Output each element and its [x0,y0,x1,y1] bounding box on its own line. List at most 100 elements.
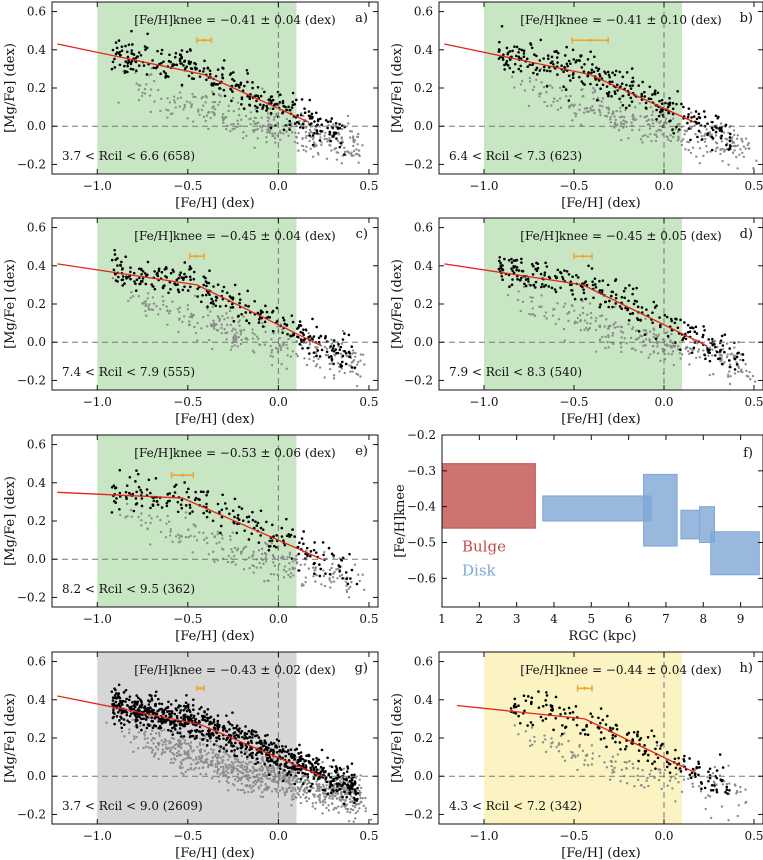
grey-point [637,336,641,339]
black-point [128,706,131,709]
black-point [183,60,186,63]
grey-point [149,732,153,736]
grey-point [349,811,352,814]
black-point [205,78,208,82]
black-point [138,282,141,286]
grey-point [625,125,628,128]
grey-point [317,153,320,156]
grey-point [689,151,693,155]
black-point [317,776,321,779]
grey-point [150,73,153,76]
black-point [244,747,248,751]
grey-point [230,123,233,126]
black-point [627,319,631,322]
grey-point [241,760,245,764]
black-point [599,303,602,306]
black-point [252,730,256,733]
x-tick-label: 0.5 [359,612,378,626]
grey-point [267,117,271,120]
grey-point [720,140,724,143]
grey-point [331,562,334,566]
grey-point [260,129,264,132]
grey-point [591,752,595,755]
black-point [248,736,251,739]
y-tick-label: 0.4 [414,43,433,57]
black-point [559,286,562,290]
black-point [256,311,260,315]
panel-label: e) [355,444,368,459]
grey-point [315,789,318,793]
grey-point [737,804,740,807]
black-point [713,345,717,349]
grey-point [344,580,347,583]
black-point [146,260,150,264]
grey-point [557,318,561,321]
black-point [605,92,609,95]
grey-point [314,144,317,148]
grey-point [726,373,730,376]
grey-point [355,372,358,376]
black-point [644,106,648,110]
grey-point [643,116,646,119]
grey-point [359,359,362,362]
grey-point [665,343,669,346]
grey-point [164,743,167,746]
black-point [265,104,268,108]
grey-point [201,755,204,758]
grey-point [154,732,158,735]
grey-point [308,343,312,346]
grey-point [265,785,268,788]
grey-point [233,333,237,337]
grey-point [667,138,670,141]
black-point [254,520,257,523]
grey-point [669,339,672,342]
black-point [690,326,694,329]
grey-point [133,737,136,741]
black-point [173,725,176,729]
grey-point [280,362,283,366]
black-point [129,61,133,64]
grey-point [203,737,207,740]
grey-point [604,318,608,321]
black-point [299,777,303,781]
grey-point [188,101,192,104]
grey-point [328,579,331,582]
grey-point [645,115,649,118]
grey-point [176,739,180,742]
grey-point [659,129,663,132]
black-point [215,736,218,740]
black-point [498,256,502,259]
grey-point [656,352,660,355]
grey-point [302,114,305,118]
grey-point [190,763,193,766]
black-point [332,135,335,138]
black-point [348,355,351,359]
black-point [658,110,662,114]
grey-point [236,776,239,779]
grey-point [177,750,180,753]
black-point [212,302,215,306]
grey-point [298,788,302,791]
black-point [131,68,135,71]
black-point [251,518,255,522]
black-point [611,290,615,294]
grey-point [634,349,637,352]
grey-point [345,354,348,358]
grey-point [237,107,241,111]
grey-point [220,323,223,326]
black-point [325,780,329,784]
grey-point [506,293,510,297]
black-point [720,129,724,133]
black-point [298,743,301,747]
grey-point [680,353,684,356]
grey-point [282,568,286,572]
black-point [692,346,696,350]
black-point [555,56,559,59]
black-point [636,305,640,309]
black-point [306,773,310,776]
black-point [696,135,699,139]
grey-point [639,138,643,141]
grey-point [291,350,295,353]
black-point [260,747,263,750]
black-point [512,70,515,74]
